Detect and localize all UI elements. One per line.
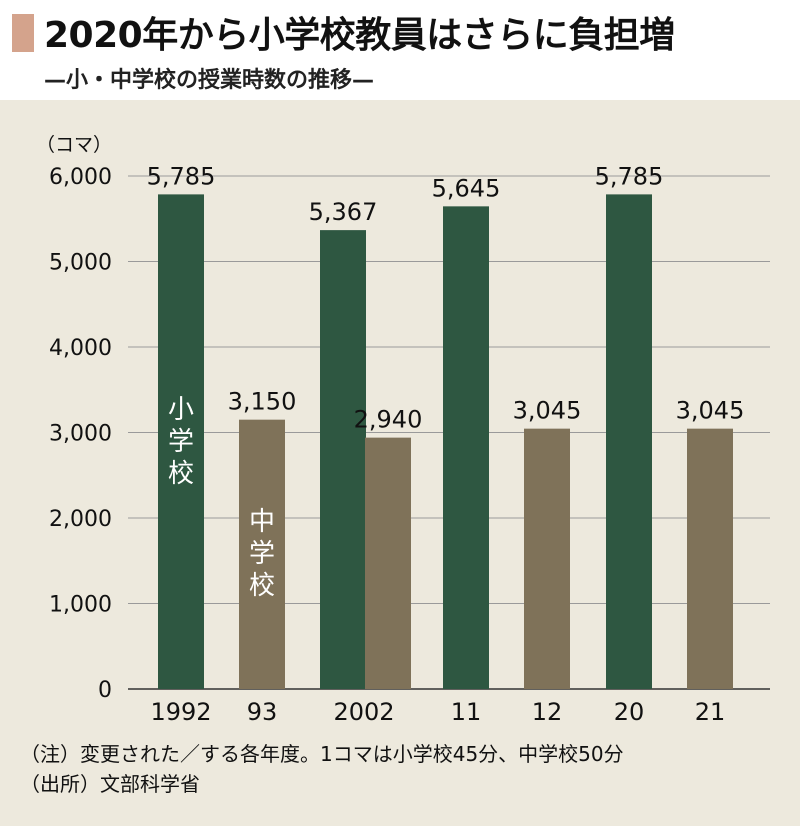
chart-subtitle: —小・中学校の授業時数の推移—: [44, 68, 375, 93]
x-tick-label: 20: [614, 698, 645, 726]
data-label: 5,785: [595, 162, 664, 190]
data-label: 5,785: [147, 162, 216, 190]
bar: [687, 428, 733, 689]
y-tick-label: 3,000: [49, 422, 112, 447]
y-tick-label: 2,000: [49, 507, 112, 532]
y-tick-label: 4,000: [49, 336, 112, 361]
data-label: 3,045: [676, 397, 745, 425]
header: 2020年から小学校教員はさらに負担増 —小・中学校の授業時数の推移—: [0, 0, 800, 100]
source-text: （出所）文部科学省: [20, 772, 200, 796]
y-tick-label: 6,000: [49, 165, 112, 190]
bar: [365, 437, 411, 689]
bar: [158, 194, 204, 689]
y-tick-label: 0: [98, 678, 112, 703]
data-label: 5,367: [309, 198, 378, 226]
x-tick-label: 2002: [333, 698, 394, 726]
x-tick-label: 1992: [150, 698, 211, 726]
title-marker: [12, 14, 34, 52]
x-tick-label: 21: [695, 698, 726, 726]
data-label: 5,645: [432, 174, 501, 202]
x-tick-label: 11: [451, 698, 482, 726]
bar: [320, 230, 366, 689]
series-label-junior-high: 学: [249, 539, 275, 569]
bar: [443, 206, 489, 690]
x-tick-label: 93: [247, 698, 278, 726]
series-label-elementary: 校: [168, 459, 194, 489]
y-axis-unit-label: （コマ）: [36, 134, 113, 156]
y-tick-label: 1,000: [49, 593, 112, 618]
series-label-junior-high: 校: [249, 571, 275, 601]
x-tick-label: 12: [532, 698, 563, 726]
note-text: （注）変更された／する各年度。1コマは小学校45分、中学校50分: [20, 742, 624, 766]
series-label-elementary: 小: [168, 395, 194, 425]
bar: [524, 428, 570, 689]
data-label: 2,940: [354, 406, 423, 434]
series-label-junior-high: 中: [249, 507, 275, 537]
chart-title: 2020年から小学校教員はさらに負担増: [44, 15, 675, 56]
series-label-elementary: 学: [168, 427, 194, 457]
bar: [606, 194, 652, 689]
y-tick-label: 5,000: [49, 251, 112, 276]
data-label: 3,150: [228, 388, 297, 416]
data-label: 3,045: [513, 397, 582, 425]
bar: [239, 419, 285, 689]
